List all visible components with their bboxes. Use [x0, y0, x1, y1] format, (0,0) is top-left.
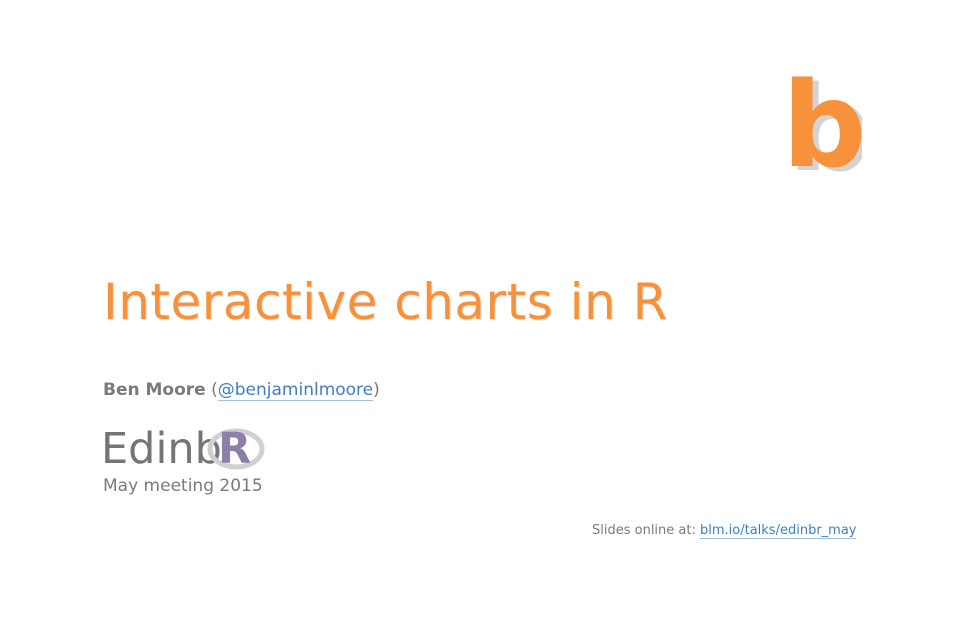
edinbr-logo-text: Edinb [101, 424, 222, 474]
edinbr-logo: Edinb R [101, 423, 271, 475]
slide-title: Interactive charts in R [103, 273, 668, 331]
slides-label: Slides online at: [592, 523, 700, 538]
svg-text:b: b [788, 70, 862, 174]
author-line: Ben Moore (@benjaminlmoore) [103, 378, 380, 402]
slides-link[interactable]: blm.io/talks/edinbr_may [700, 523, 857, 539]
open-paren: ( [211, 380, 218, 400]
meeting-date: May meeting 2015 [103, 476, 263, 496]
edinbr-logo-r: R [218, 424, 252, 474]
blm-logo-icon: b b [782, 70, 862, 174]
slides-line: Slides online at: blm.io/talks/edinbr_ma… [592, 521, 857, 541]
twitter-handle-link[interactable]: @benjaminlmoore [217, 380, 374, 401]
author-name: Ben Moore [103, 380, 206, 400]
r-ring-icon [207, 428, 265, 470]
close-paren: ) [373, 380, 380, 400]
logo-letter: b [782, 70, 862, 174]
